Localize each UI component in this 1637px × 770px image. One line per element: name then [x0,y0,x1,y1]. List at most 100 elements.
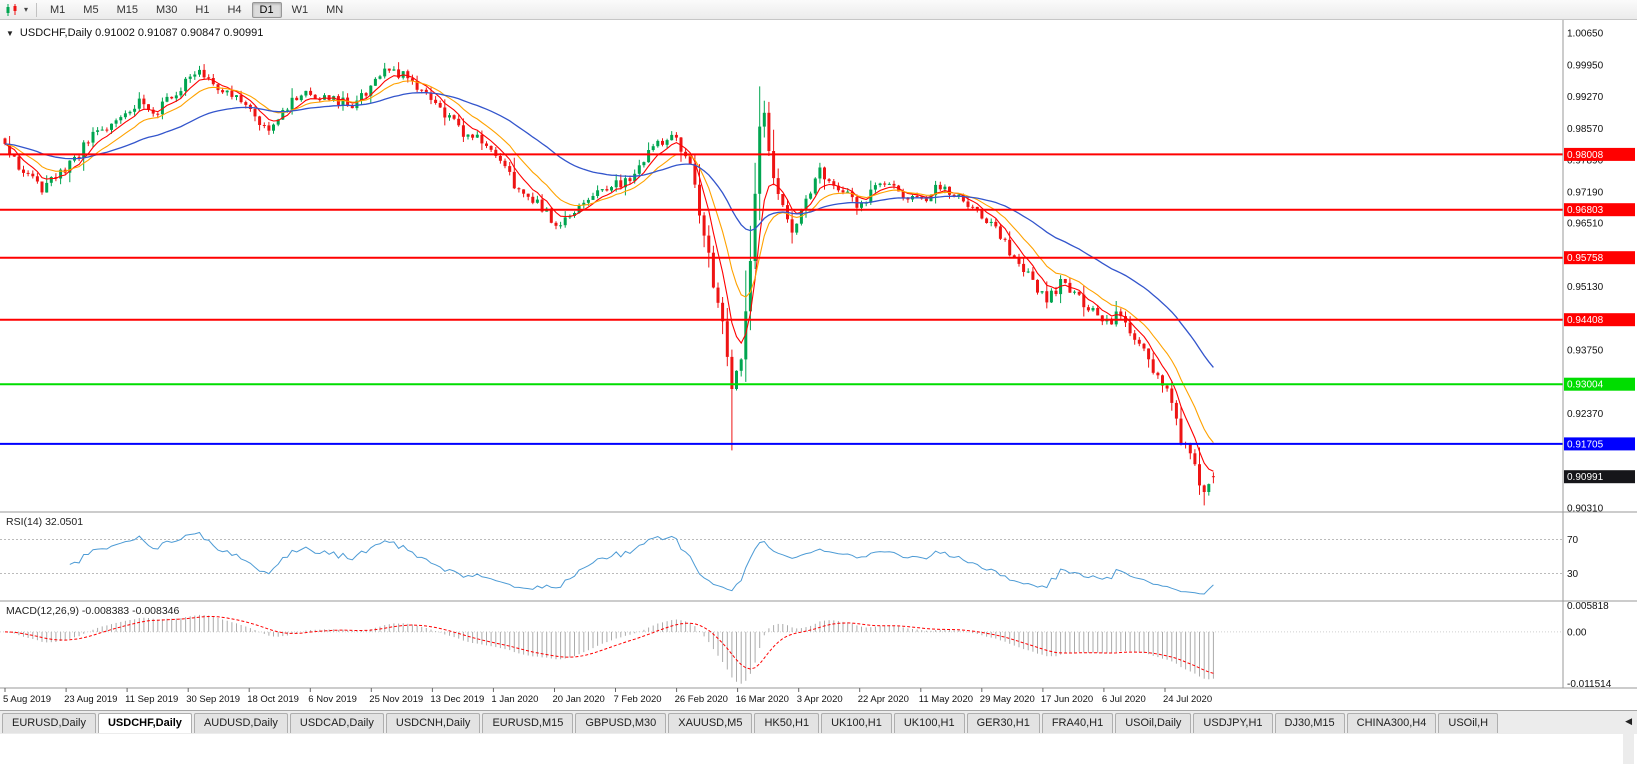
candle-body [596,190,600,196]
candle-body [304,90,308,96]
candle-body [193,74,197,77]
chart-tab-ger30-h1[interactable]: GER30,H1 [966,713,1040,733]
moving-average-line-13 [4,80,1214,443]
candle-body [225,90,229,93]
candle-body [758,126,762,194]
candle-body [244,102,248,105]
tab-scroll-left-icon[interactable]: ◀ [1623,716,1634,764]
timeframe-button-d1[interactable]: D1 [251,1,282,18]
candle-body [1179,418,1183,444]
price-line-badge-label: 0.93004 [1567,380,1604,391]
candle-body [86,142,90,144]
chart-type-icon[interactable] [4,3,22,17]
candle-body [137,98,141,109]
chart-tab-china300-h4[interactable]: CHINA300,H4 [1346,713,1437,733]
timeframe-button-mn[interactable]: MN [326,3,344,16]
chart-tab-usdcnh-daily[interactable]: USDCNH,Daily [385,713,481,733]
candle-body [258,116,262,125]
timeframe-button-m5[interactable]: M5 [83,3,99,16]
candle-body [563,217,567,226]
candle-body [45,182,49,193]
chart-tab-fra40-h1[interactable]: FRA40,H1 [1041,713,1114,733]
price-axis-label: 0.99270 [1567,92,1604,103]
candle-body [846,191,850,193]
price-line-badge-label: 0.96803 [1567,205,1604,216]
chart-tab-usdcad-daily[interactable]: USDCAD,Daily [289,713,384,733]
chart-tab-eurusd-daily[interactable]: EURUSD,Daily [2,713,96,733]
price-axis-label: 0.95130 [1567,282,1604,293]
timeframe-button-m1[interactable]: M1 [50,3,66,16]
date-axis-label: 6 Jul 2020 [1102,694,1146,705]
candle-body [466,134,470,137]
candle-body [975,206,979,211]
one-click-trading-toggle-icon[interactable]: ▼ [6,28,14,38]
candle-body [698,184,701,216]
timeframe-button-h4[interactable]: H4 [227,3,242,16]
candle-body [188,76,192,79]
price-chart-canvas[interactable]: 1.006500.999500.992700.985700.978900.971… [0,20,1637,710]
candle-body [721,302,725,322]
candle-body [605,189,609,191]
price-line-badge [1564,437,1635,451]
chart-tab-usdchf-daily[interactable]: USDCHF,Daily [97,713,192,733]
candle-body [554,222,558,226]
candle-body [281,110,285,120]
candle-body [1119,311,1123,317]
candle-body [1161,375,1164,386]
candle-body [813,178,817,194]
price-line-badge [1564,147,1635,161]
timeframe-button-w1[interactable]: W1 [291,3,309,16]
chart-tab-xauusd-m5[interactable]: XAUUSD,M5 [668,713,753,733]
candle-body [147,104,150,110]
candle-body [647,150,651,163]
candle-body [619,180,623,188]
candle-body [730,356,734,389]
candle-body [952,194,956,197]
candle-body [207,77,211,79]
candle-body [924,198,928,202]
chart-tab-hk50-h1[interactable]: HK50,H1 [754,713,820,733]
chart-tab-eurusd-m15[interactable]: EURUSD,M15 [482,713,574,733]
candle-body [170,96,174,99]
chart-tab-usoil-h[interactable]: USOil,H [1438,713,1499,733]
candle-body [1151,359,1155,373]
price-axis-label: 0.98570 [1567,124,1604,135]
candle-body [559,225,563,227]
candle-body [711,252,715,288]
chart-tab-audusd-daily[interactable]: AUDUSD,Daily [193,713,288,733]
candle-body [994,221,998,227]
candle-body [878,183,882,186]
candle-body [1193,453,1197,465]
candle-body [461,125,465,137]
candle-body [938,184,942,190]
date-axis-label: 11 Sep 2019 [125,694,178,705]
candle-body [40,181,44,193]
candle-body [100,129,104,131]
candle-body [179,91,183,96]
chart-tab-usoil-daily[interactable]: USOil,Daily [1115,713,1192,733]
chart-tab-dj30-m15[interactable]: DJ30,M15 [1274,713,1345,733]
chart-tab-usdjpy-h1[interactable]: USDJPY,H1 [1193,713,1273,733]
candle-body [406,71,410,79]
chart-type-dropdown-icon[interactable]: ▾ [24,5,29,14]
candle-body [642,162,646,166]
chart-tab-gbpusd-m30[interactable]: GBPUSD,M30 [575,713,667,733]
candle-body [165,96,169,102]
price-line-badge [1564,470,1635,484]
candle-body [420,89,424,91]
candle-body [804,198,808,210]
candle-body [628,178,632,182]
candle-body [1082,294,1086,308]
candle-body [309,90,313,95]
candle-body [1114,311,1118,325]
timeframe-button-m15[interactable]: M15 [116,3,138,16]
timeframe-button-h1[interactable]: H1 [195,3,210,16]
chart-tab-uk100-h1[interactable]: UK100,H1 [821,713,892,733]
date-axis-label: 5 Aug 2019 [3,694,51,705]
candle-body [448,115,451,118]
chart-tab-uk100-h1[interactable]: UK100,H1 [893,713,965,733]
candle-body [494,149,498,156]
timeframe-button-m30[interactable]: M30 [155,3,178,16]
date-axis-label: 29 May 2020 [980,694,1035,705]
candle-body [355,100,359,109]
